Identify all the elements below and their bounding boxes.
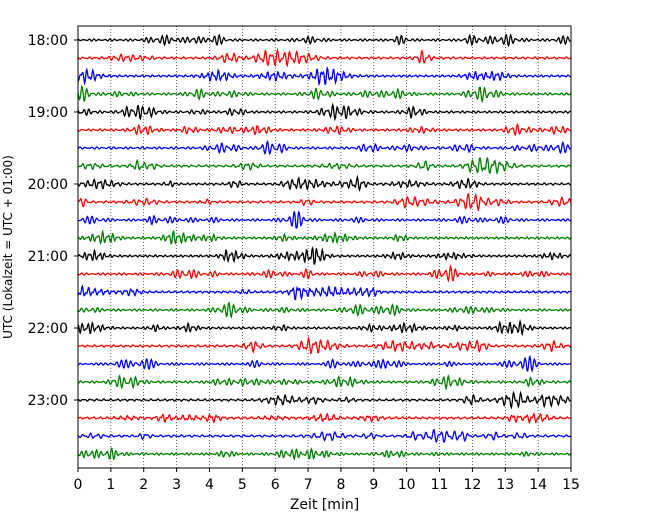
trace-line	[77, 156, 572, 176]
x-tick-label: 0	[74, 477, 83, 493]
trace-line	[77, 193, 572, 212]
x-tick-label: 5	[238, 477, 247, 493]
x-tick-label: 2	[139, 477, 148, 493]
y-tick-label: 21:00	[28, 249, 68, 265]
trace-line	[77, 390, 572, 410]
x-tick-label: 7	[304, 477, 313, 493]
y-tick-label: 19:00	[28, 105, 68, 121]
x-tick-label: 9	[369, 477, 378, 493]
trace-group	[77, 33, 572, 461]
trace-line	[77, 102, 572, 122]
x-tick-label: 12	[463, 477, 481, 493]
x-tick-label: 1	[106, 477, 115, 493]
y-axis-label: UTC (Lokalzeit = UTC + 01:00)	[1, 155, 15, 339]
trace-line	[77, 374, 572, 391]
x-tick-label: 11	[431, 477, 449, 493]
trace-line	[77, 354, 571, 373]
trace-line	[77, 302, 572, 319]
trace-line	[77, 264, 572, 283]
x-axis: 0 1 2 3 4 5 6 7 8 9 10 11 12 13 14 15	[74, 468, 580, 493]
trace-line	[77, 447, 572, 461]
y-tick-label: 23:00	[28, 393, 68, 409]
x-tick-label: 14	[529, 477, 547, 493]
trace-line	[77, 174, 572, 192]
trace-line	[77, 33, 572, 48]
trace-line	[77, 318, 572, 337]
trace-line	[77, 66, 572, 87]
x-tick-label: 4	[205, 477, 214, 493]
trace-line	[77, 47, 572, 68]
y-tick-label: 22:00	[28, 321, 68, 337]
x-tick-label: 13	[496, 477, 514, 493]
x-tick-label: 3	[172, 477, 181, 493]
trace-line	[77, 139, 572, 156]
x-tick-label: 8	[336, 477, 345, 493]
trace-line	[77, 229, 572, 246]
x-tick-label: 10	[398, 477, 416, 493]
x-axis-label: Zeit [min]	[290, 497, 359, 513]
y-tick-label: 18:00	[28, 33, 68, 49]
plot-frame	[77, 25, 572, 469]
trace-line	[77, 84, 572, 104]
trace-line	[77, 246, 572, 265]
trace-line	[77, 336, 572, 355]
trace-line	[77, 429, 572, 444]
trace-line	[77, 284, 572, 301]
x-tick-label: 15	[562, 477, 580, 493]
trace-line	[77, 122, 571, 137]
y-axis: 18:00 19:00 20:00 21:00 22:00 23:00	[28, 33, 78, 409]
trace-line	[78, 412, 572, 425]
trace-line	[77, 210, 572, 229]
x-tick-label: 6	[271, 477, 280, 493]
y-tick-label: 20:00	[28, 177, 68, 193]
